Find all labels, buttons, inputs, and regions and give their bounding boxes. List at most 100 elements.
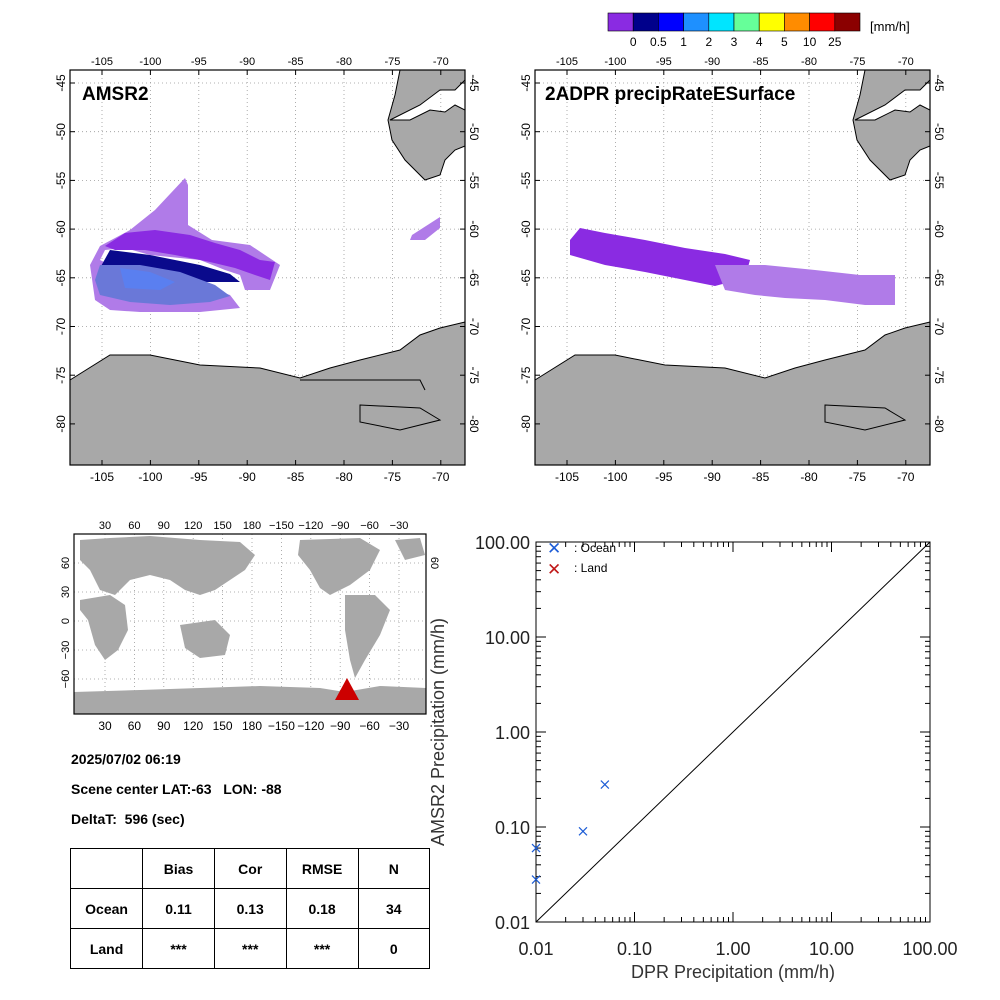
colorbar-swatch <box>658 12 684 32</box>
lat-tick-label-right: -55 <box>932 172 946 190</box>
ocean-point <box>578 826 588 836</box>
scatter-points <box>531 780 610 884</box>
map-title: 2ADPR precipRateESurface <box>545 84 795 105</box>
lon-tick-label-bottom: -85 <box>287 470 305 484</box>
lat-tick-label-right: -80 <box>932 415 946 433</box>
lat-tick-label-right: -65 <box>932 269 946 287</box>
global-lon-label-bottom: 60 <box>128 719 142 733</box>
y-tick-label: 0.10 <box>495 818 530 838</box>
lon-tick-label-top: -100 <box>604 56 626 68</box>
dpr-swath-light <box>715 265 895 305</box>
global-land <box>74 536 426 714</box>
y-tick-label: 1.00 <box>495 723 530 743</box>
ocean-point <box>531 875 541 884</box>
legend-land-label: : Land <box>574 561 607 575</box>
global-lat-label-left: 0 <box>60 618 72 624</box>
lon-tick-label-top: -105 <box>556 56 578 68</box>
lon-tick-label-top: -75 <box>384 56 400 68</box>
lon-tick-label-top: -85 <box>753 56 769 68</box>
lat-tick-label-left: -45 <box>54 74 68 92</box>
colorbar-label: 4 <box>756 35 763 49</box>
scatter-plot: 0.01 0.10 1.00 10.00 100.00 0.01 0.10 1.00 10.00… <box>428 533 958 982</box>
lat-tick-label-right: -45 <box>467 74 481 92</box>
lat-tick-label-right: -55 <box>467 172 481 190</box>
ocean-point <box>531 843 541 853</box>
lon-tick-label-bottom: -85 <box>752 470 770 484</box>
legend-ocean: ✕ : Ocean <box>547 539 616 558</box>
colorbar-swatch <box>784 12 810 32</box>
lat-tick-label-right: -80 <box>467 415 481 433</box>
scatter-ticks: 0.01 0.10 1.00 10.00 100.00 0.01 0.10 1.00 10.00… <box>475 533 958 959</box>
colorbar-swatch <box>683 12 710 32</box>
y-tick-label: 100.00 <box>475 533 530 553</box>
global-lon-label-bottom: 150 <box>213 719 233 733</box>
lon-tick-label-bottom: -90 <box>704 470 722 484</box>
global-lon-label-bottom: −60 <box>359 719 380 733</box>
stats-cell: *** <box>285 928 359 969</box>
dpr-swath-purple <box>570 228 750 286</box>
map-frame-group: -105 -105 -100 -100 -95 -95 -90 -90 -85 -85 -80 -80… <box>519 56 946 484</box>
global-lon-label-bottom: 180 <box>242 719 262 733</box>
stats-cell: Ocean <box>69 888 144 929</box>
x-tick-label: 100.00 <box>902 939 957 959</box>
lon-tick-label-top: -95 <box>656 56 672 68</box>
global-lon-label-top: −60 <box>360 520 379 532</box>
lon-tick-label-bottom: -100 <box>603 470 627 484</box>
map-frame-group: -105 -105 -100 -100 -95 -95 -90 -90 -85 -85 -80 -80… <box>54 56 481 484</box>
stats-header-cell: N <box>357 848 431 889</box>
x-tick-label: 0.01 <box>518 939 553 959</box>
lon-tick-label-bottom: -105 <box>90 470 114 484</box>
colorbar-label: 0.5 <box>650 35 667 49</box>
amsr2-swath-east <box>410 217 440 240</box>
global-lon-label-top: −90 <box>331 520 350 532</box>
lon-tick-label-bottom: -80 <box>800 470 818 484</box>
lat-tick-label-left: -50 <box>519 123 533 141</box>
one-to-one-line <box>535 541 931 923</box>
lat-tick-label-right: -60 <box>932 220 946 238</box>
lon-tick-label-bottom: -75 <box>384 470 402 484</box>
colorbar-label: 25 <box>828 35 842 49</box>
lat-tick-label-right: -70 <box>467 318 481 336</box>
stats-cell: 0 <box>357 928 431 969</box>
colorbar-label: 10 <box>803 35 817 49</box>
colorbar-swatch <box>607 12 634 32</box>
y-tick-label: 10.00 <box>485 628 530 648</box>
amsr2-map: -105 -105 -100 -100 -95 -95 -90 -90 -85 -85 -80 -80… <box>54 56 481 484</box>
lat-tick-label-left: -45 <box>519 74 533 92</box>
amsr2-precip-swath <box>90 178 440 312</box>
dpr-map: -105 -105 -100 -100 -95 -95 -90 -90 -85 -85 -80 -80… <box>519 56 946 484</box>
dpr-precip-swath <box>570 228 895 305</box>
stats-cell: *** <box>213 928 287 969</box>
lon-tick-label-top: -70 <box>898 56 914 68</box>
global-lat-label-left: 30 <box>60 586 72 598</box>
global-lat-label-left: −60 <box>60 670 72 689</box>
stats-cell: *** <box>142 928 215 969</box>
global-lon-label-top: −120 <box>298 520 323 532</box>
stats-header-cell: RMSE <box>285 848 359 889</box>
lat-tick-label-left: -80 <box>54 415 68 433</box>
global-lat-label-left: −30 <box>60 641 72 660</box>
lat-tick-label-right: -60 <box>467 220 481 238</box>
y-tick-label: 0.01 <box>495 913 530 933</box>
global-lon-label-top: 120 <box>184 520 202 532</box>
scene-location-marker <box>335 678 359 700</box>
global-lon-label-bottom: −30 <box>389 719 410 733</box>
lat-tick-label-right: -65 <box>467 269 481 287</box>
lat-tick-label-right: -75 <box>467 367 481 385</box>
global-ticks: 303060609090120120150150180180−150−150−1… <box>60 520 440 733</box>
legend-ocean-label: : Ocean <box>574 541 616 555</box>
colorbar-unit: [mm/h] <box>870 19 910 34</box>
global-lon-label-top: 30 <box>99 520 111 532</box>
y-axis-label: AMSR2 Precipitation (mm/h) <box>428 618 448 846</box>
stats-cell: Land <box>69 928 144 969</box>
global-lat-label-left: 60 <box>60 557 72 569</box>
stats-cell: 34 <box>357 888 431 929</box>
lat-tick-label-left: -70 <box>519 318 533 336</box>
colorbar-label: 1 <box>680 35 687 49</box>
lat-tick-label-right: -70 <box>932 318 946 336</box>
amsr2-swath-blue-core <box>120 268 175 290</box>
ocean-point <box>600 780 610 789</box>
colorbar-labels: 0 0.5 1 2 3 4 5 10 25 <box>630 35 842 49</box>
lon-tick-label-top: -95 <box>191 56 207 68</box>
scene-datetime: 2025/07/02 06:19 <box>71 751 181 767</box>
